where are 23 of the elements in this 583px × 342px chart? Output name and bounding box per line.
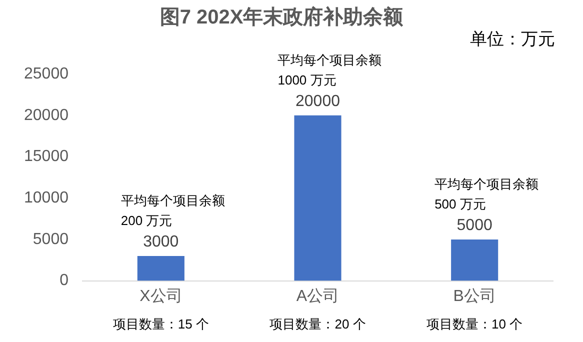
annotation: 平均每个项目余额 1000 万元 (278, 52, 382, 88)
x-tick-label: A公司 (296, 288, 340, 305)
data-label: 20000 (295, 92, 340, 110)
text: 项目数量：15 个 (112, 316, 209, 332)
chart-title: 图7 202X年末政府补助余额 (160, 6, 404, 29)
y-tick-label: 15000 (24, 148, 69, 166)
bar (451, 239, 498, 281)
y-tick-label: 25000 (24, 65, 69, 82)
bar (294, 115, 342, 281)
data-label: 3000 (143, 233, 179, 250)
annotation: 平均每个项目余额 200 万元 (120, 193, 225, 228)
y-tick-label: 0 (60, 272, 69, 290)
y-tick-label: 10000 (24, 189, 69, 206)
data-label: 5000 (456, 216, 492, 234)
text: 项目数量：10 个 (426, 316, 523, 332)
y-tick-label: 5000 (32, 230, 69, 248)
x-tick-label: B公司 (453, 288, 496, 305)
x-tick-label: X公司 (140, 288, 182, 305)
annotation: 平均每个项目余额 500 万元 (434, 176, 539, 212)
text: 单位：万元 (470, 30, 555, 49)
y-tick-label: 20000 (24, 106, 69, 124)
bar (137, 256, 184, 281)
text: 项目数量：20 个 (270, 316, 366, 332)
